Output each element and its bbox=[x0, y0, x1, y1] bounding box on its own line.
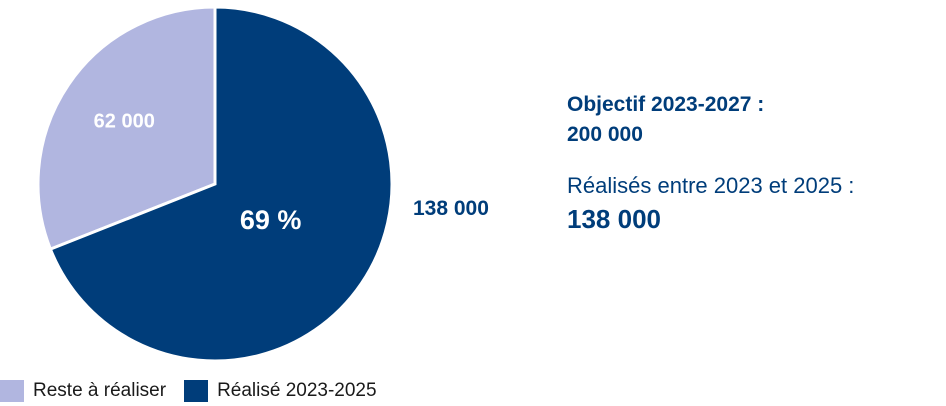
legend: Reste à réaliser Réalisé 2023-2025 bbox=[0, 376, 395, 406]
legend-swatch-realise bbox=[184, 380, 209, 402]
goal-line-2: 200 000 bbox=[567, 123, 643, 146]
legend-label-realise: Réalisé 2023-2025 bbox=[217, 380, 377, 401]
realise-value-label: 138 000 bbox=[413, 197, 489, 220]
pie-slice-reste bbox=[36, 5, 217, 252]
legend-swatch-reste bbox=[0, 380, 24, 402]
legend-label-reste: Reste à réaliser bbox=[33, 380, 167, 401]
slice-label-reste: 62 000 bbox=[94, 111, 155, 133]
pie-chart: 62 000 69 % bbox=[36, 5, 394, 363]
done-text: Réalisés entre 2023 et 2025 : bbox=[567, 173, 855, 198]
legend-item-reste: Reste à réaliser bbox=[0, 380, 166, 402]
done-value: 138 000 bbox=[567, 204, 661, 234]
goal-title: Objectif 2023-2027 : 200 000 bbox=[567, 90, 942, 150]
legend-item-realise: Réalisé 2023-2025 bbox=[184, 380, 377, 402]
goal-line-1: Objectif 2023-2027 : bbox=[567, 93, 765, 116]
slice-label-realise: 69 % bbox=[240, 205, 302, 235]
pie-slice-realise bbox=[48, 5, 394, 363]
info-panel: Objectif 2023-2027 : 200 000 Réalisés en… bbox=[567, 90, 942, 235]
